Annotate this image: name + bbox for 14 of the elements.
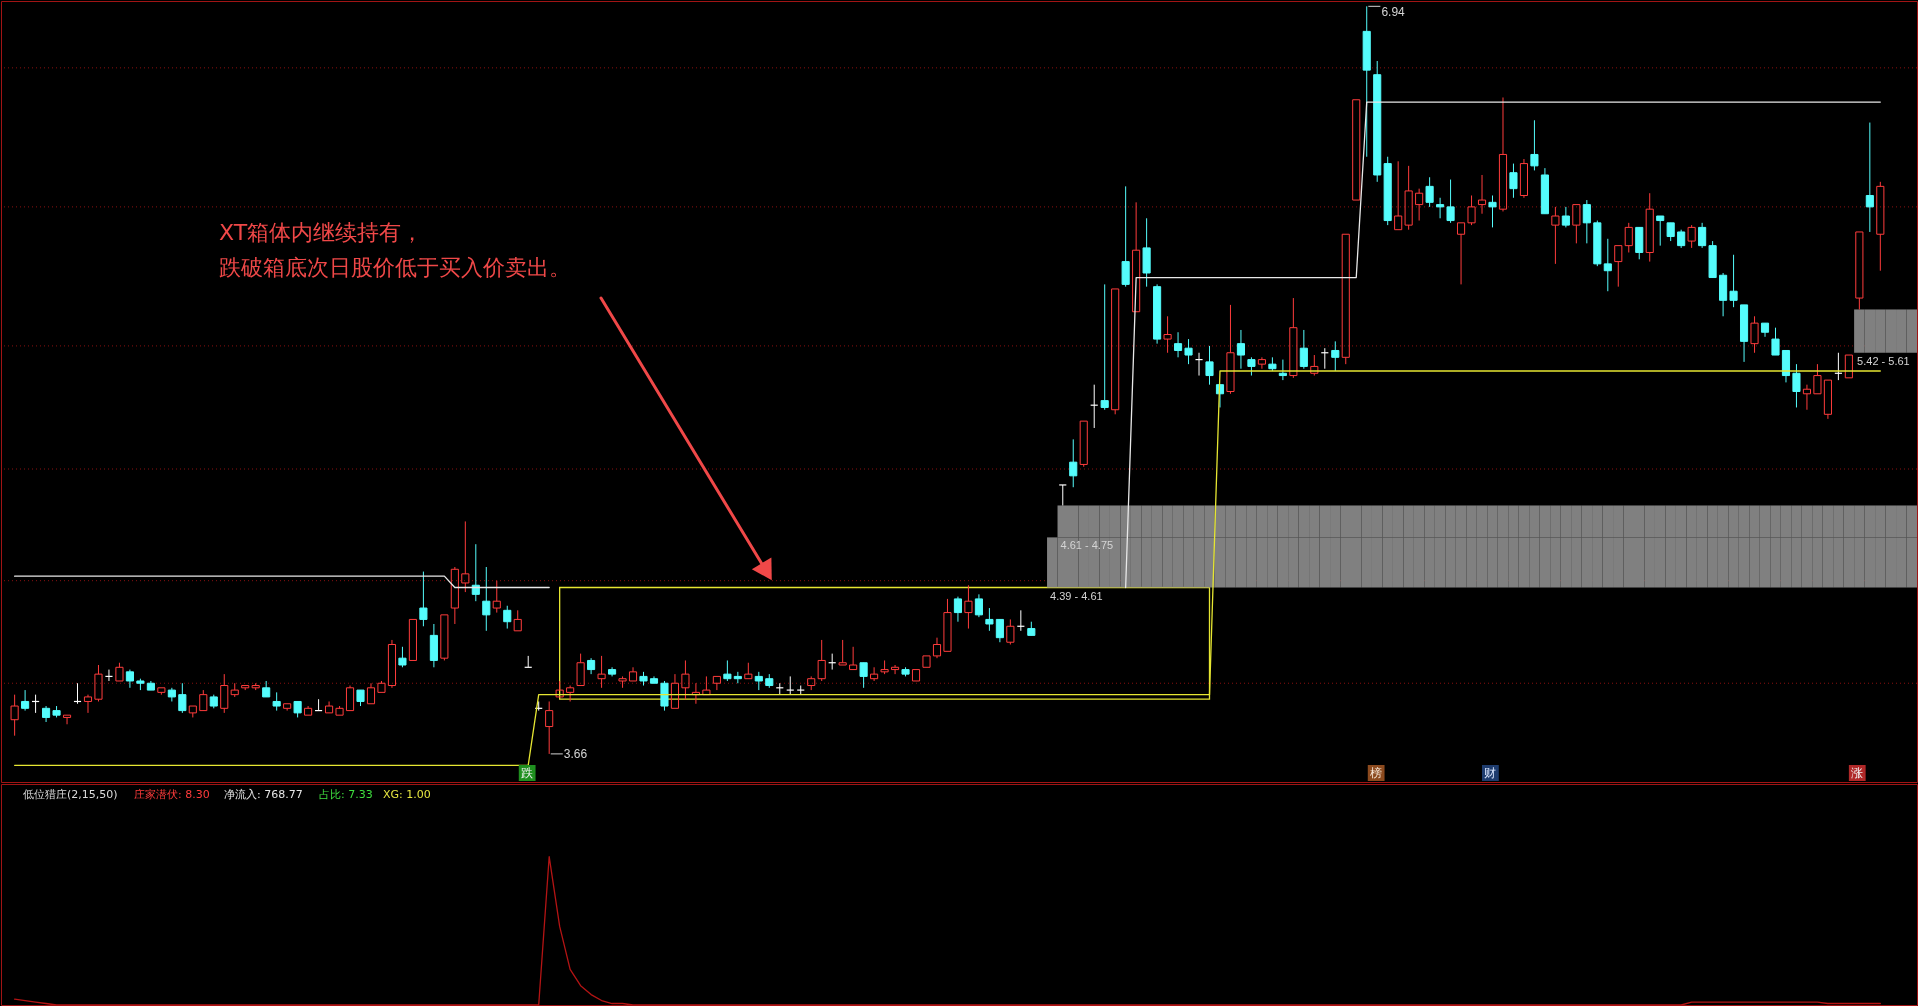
text: 榜: [1370, 766, 1383, 780]
text: 净流入: 768.77: [224, 788, 303, 801]
text: 财: [1484, 766, 1497, 780]
text: 占比: 7.33: [319, 788, 373, 801]
annotation: 6.94: [1381, 5, 1406, 20]
text: XG: 1.00: [383, 788, 431, 801]
annotation: XT箱体内继续持有，跌破箱底次日股价低于买入价卖出。: [219, 220, 571, 280]
series-label: 4.39 - 4.61: [1050, 589, 1103, 602]
text: 跌: [521, 766, 534, 780]
annotation: 3.66: [563, 746, 588, 761]
text: 庄家潜伏: 8.30: [134, 788, 210, 801]
series-label: 5.42 - 5.61: [1857, 354, 1910, 367]
text: 涨: [1851, 766, 1864, 780]
chart-title: 低位猎庄(2,15,50): [23, 788, 118, 801]
